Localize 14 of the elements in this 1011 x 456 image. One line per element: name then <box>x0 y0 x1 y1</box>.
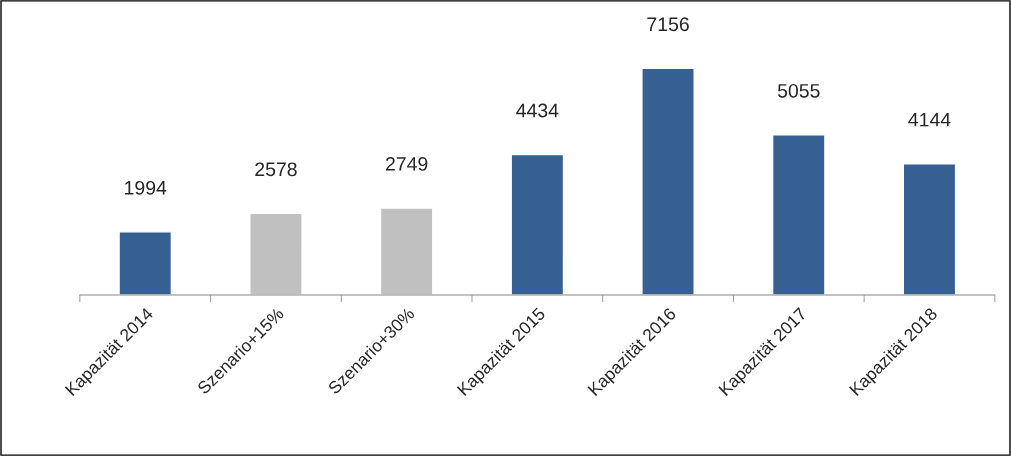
bar <box>902 163 957 296</box>
data-label: 7156 <box>647 17 689 32</box>
data-label: 2578 <box>255 162 297 177</box>
data-label: 4434 <box>516 103 559 118</box>
bar <box>249 212 303 296</box>
bar <box>641 67 695 296</box>
data-label: 5055 <box>777 83 820 98</box>
bar <box>510 153 565 296</box>
data-label: 1994 <box>125 180 167 195</box>
data-label: 4144 <box>908 112 951 127</box>
bar <box>379 207 434 296</box>
data-label: 2749 <box>385 156 428 171</box>
bar <box>118 231 173 296</box>
bar <box>771 134 826 296</box>
